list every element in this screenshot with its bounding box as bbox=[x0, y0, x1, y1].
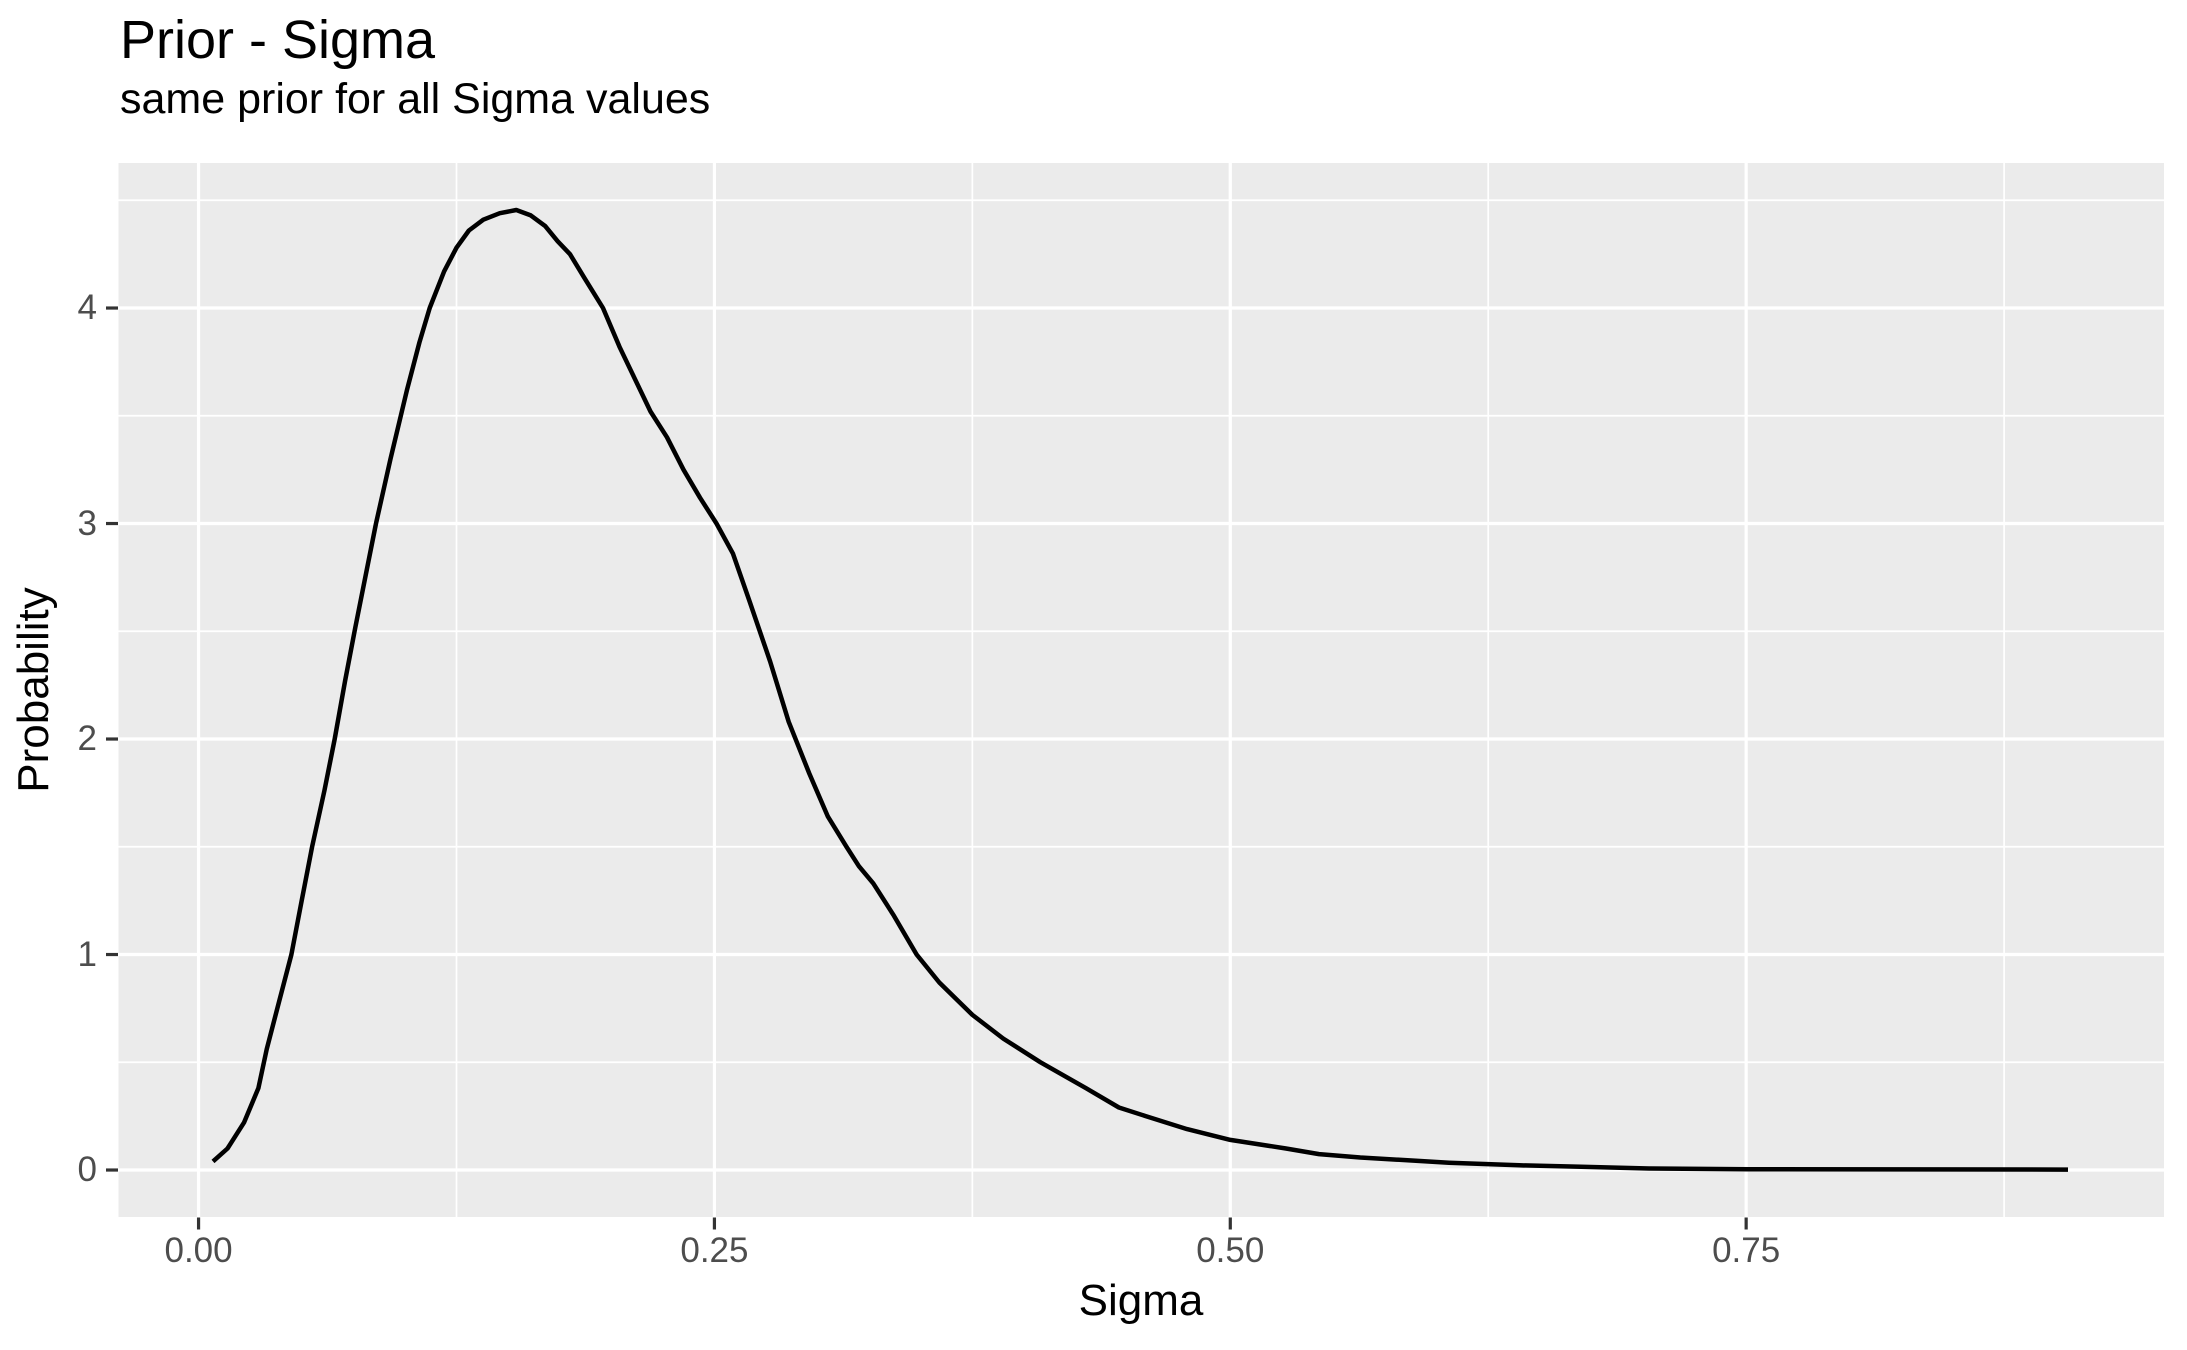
plot-title: Prior - Sigma bbox=[120, 10, 436, 70]
y-tick-label: 4 bbox=[77, 288, 97, 328]
panel-background bbox=[118, 163, 2164, 1217]
x-tick-label: 0.00 bbox=[164, 1231, 233, 1270]
y-tick-label: 1 bbox=[77, 934, 97, 974]
y-tick-label: 2 bbox=[77, 719, 97, 759]
x-axis-title: Sigma bbox=[1078, 1276, 1204, 1325]
y-tick-label: 3 bbox=[77, 503, 97, 543]
density-curve bbox=[211, 207, 2069, 1172]
y-tick-label: 0 bbox=[77, 1150, 97, 1190]
x-tick-label: 0.50 bbox=[1196, 1231, 1265, 1270]
y-axis-title: Probability bbox=[9, 587, 58, 793]
x-tick-label: 0.25 bbox=[680, 1231, 749, 1270]
x-tick-label: 0.75 bbox=[1712, 1231, 1781, 1270]
plot-subtitle: same prior for all Sigma values bbox=[120, 75, 711, 123]
